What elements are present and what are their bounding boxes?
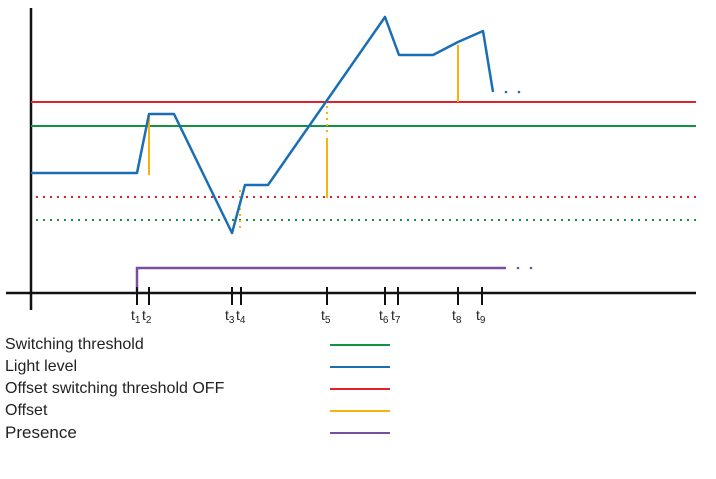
legend-item-switching-threshold: Switching threshold bbox=[5, 335, 425, 357]
presence-line bbox=[135, 266, 506, 293]
legend-label: Presence bbox=[5, 423, 77, 442]
legend-swatch bbox=[330, 432, 390, 434]
tick-label-t9: t9 bbox=[476, 307, 486, 326]
legend-label: Light level bbox=[5, 358, 78, 375]
legend: Switching threshold Light level Offset s… bbox=[5, 335, 425, 445]
legend-swatch bbox=[330, 388, 390, 390]
tick-label-t3: t3 bbox=[225, 307, 235, 326]
legend-item-light-level: Light level bbox=[5, 357, 425, 379]
timing-diagram: t1 t2 t3 t4 t5 t6 t7 t8 t9 bbox=[6, 8, 696, 326]
tick-label-t7: t7 bbox=[391, 307, 401, 326]
legend-swatch bbox=[330, 366, 390, 368]
legend-label: Offset bbox=[5, 402, 48, 419]
light-level-line bbox=[31, 15, 495, 235]
legend-label: Offset switching threshold OFF bbox=[5, 380, 225, 397]
tick-label-t4: t4 bbox=[236, 307, 246, 326]
tick-label-t2: t2 bbox=[142, 307, 152, 326]
legend-item-presence: Presence bbox=[5, 423, 425, 445]
legend-label: Switching threshold bbox=[5, 336, 144, 353]
tick-label-t1: t1 bbox=[131, 307, 141, 326]
tick-label-t8: t8 bbox=[452, 307, 462, 326]
light-level-continuation-dots bbox=[504, 90, 521, 94]
legend-swatch bbox=[330, 344, 390, 346]
tick-label-t6: t6 bbox=[379, 307, 389, 326]
tick-label-t5: t5 bbox=[321, 307, 331, 326]
legend-item-offset: Offset bbox=[5, 401, 425, 423]
legend-item-offset-threshold-off: Offset switching threshold OFF bbox=[5, 379, 425, 401]
legend-swatch bbox=[330, 410, 390, 412]
presence-continuation-dots bbox=[516, 266, 533, 270]
